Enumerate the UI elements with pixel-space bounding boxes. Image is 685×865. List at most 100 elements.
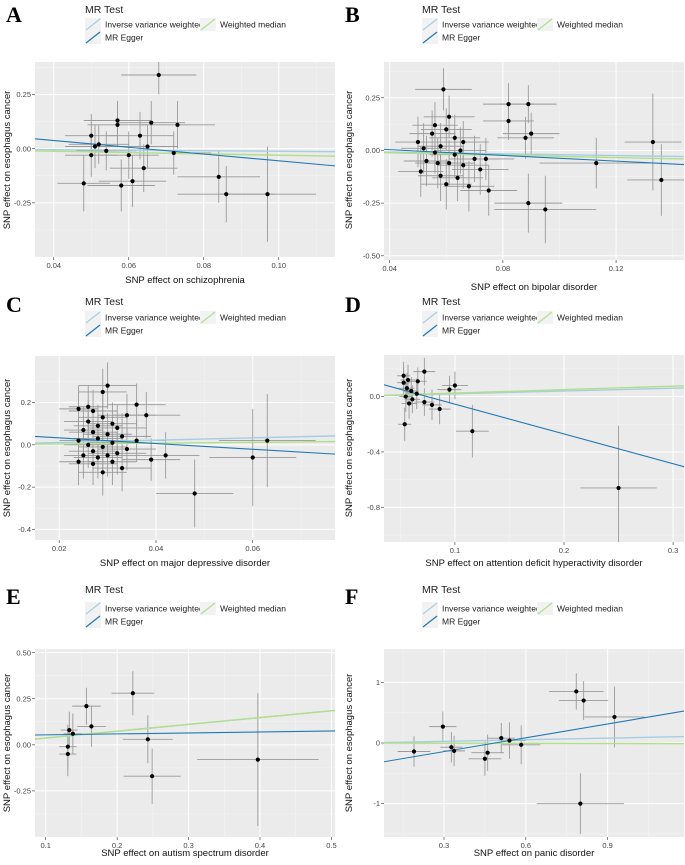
x-tick-label: 0.1 (450, 546, 460, 555)
panel-letter: B (345, 2, 360, 27)
legend-label-wm: Weighted median (220, 313, 286, 323)
data-point (405, 377, 411, 383)
data-point (470, 429, 475, 434)
data-point (141, 166, 146, 171)
legend-key-line-egger (85, 324, 101, 337)
x-axis-label: SNP effect on attention deficit hyperact… (425, 558, 642, 569)
data-point (90, 461, 96, 466)
x-tick-label: 0.02 (52, 544, 67, 553)
legend-key-line-wm (537, 602, 553, 615)
y-axis-label: SNP effect on esophagus cancer (2, 379, 13, 518)
data-point (119, 434, 125, 439)
panel-letter: E (6, 584, 21, 609)
data-point (89, 153, 94, 158)
data-point (461, 163, 466, 168)
axes: 0.04 0.08 0.12 -0.50 -0.25 0.00 0.25 SNP effect… (344, 91, 623, 293)
data-point (499, 736, 504, 741)
regression-line-egger (35, 138, 335, 167)
legend-key-line-egger (85, 31, 101, 44)
legend-key-line-wm (537, 311, 553, 324)
data-point (96, 142, 101, 147)
data-point (150, 774, 155, 779)
data-point (265, 438, 270, 443)
legend-item-wm: Weighted median (537, 602, 623, 615)
data-point (76, 459, 81, 464)
data-point (100, 389, 105, 395)
legend: MR Test Inverse variance weighted Weighted… (422, 584, 623, 628)
legend-label-egger: MR Egger (105, 617, 143, 627)
x-tick-label: 0.06 (121, 261, 136, 270)
gridlines (35, 649, 335, 837)
data-point (447, 387, 452, 392)
x-tick-label: 0.3 (183, 841, 193, 850)
regression-line-ivw (384, 735, 684, 744)
data-point (438, 144, 443, 149)
legend-key-line-ivw (422, 602, 438, 615)
points (401, 369, 621, 491)
legend-item-egger: MR Egger (85, 324, 143, 337)
legend: MR Test Inverse variance weighted Weighted… (85, 296, 286, 337)
data-point (435, 161, 440, 166)
axes: 0.1 0.2 0.3 0.4 0.5 -0.25 0.00 0.25 0.50 SNP effe… (2, 648, 337, 859)
y-tick-label: 0.00 (365, 146, 380, 155)
legend-label-ivw: Inverse variance weighted (105, 604, 204, 614)
data-point (137, 133, 143, 138)
data-point (543, 207, 548, 212)
data-point (446, 114, 452, 119)
data-point (216, 174, 221, 179)
data-point (406, 401, 412, 406)
data-point (134, 402, 139, 407)
data-point (444, 127, 449, 132)
data-point (446, 161, 452, 166)
legend-label-ivw: Inverse variance weighted (105, 313, 204, 323)
regression-lines (35, 709, 335, 740)
data-point (403, 394, 408, 399)
legend-label-egger: MR Egger (105, 326, 143, 336)
regression-line-egger (384, 384, 684, 468)
legend-label-egger: MR Egger (442, 326, 480, 336)
x-tick-label: 0.3 (439, 841, 449, 850)
plot-background (35, 62, 335, 257)
data-point (163, 453, 168, 458)
legend-label-wm: Weighted median (557, 604, 623, 614)
data-point (95, 436, 101, 441)
data-point (404, 386, 410, 391)
data-point (578, 801, 583, 806)
data-point (452, 135, 457, 140)
panel-c: C MR Test Inverse variance weighted Weighte… (2, 292, 335, 569)
data-point (402, 422, 407, 427)
data-point (616, 485, 621, 491)
legend-item-egger: MR Egger (422, 31, 480, 44)
data-point (110, 440, 115, 445)
legend-key-line-egger (422, 324, 438, 337)
legend-key-line-ivw (85, 311, 101, 324)
legend-title: MR Test (422, 296, 460, 308)
data-point (89, 133, 94, 138)
data-point (659, 177, 664, 183)
data-point (145, 737, 150, 742)
regression-line-wm (35, 150, 335, 157)
y-tick-label: 0.2 (21, 398, 31, 407)
legend-item-ivw: Inverse variance weighted (422, 311, 541, 324)
data-point (90, 408, 96, 414)
panel-letter: C (6, 292, 22, 317)
x-tick-label: 0.10 (271, 261, 286, 270)
legend-label-ivw: Inverse variance weighted (442, 604, 541, 614)
data-point (432, 150, 438, 155)
plot-area (35, 62, 335, 257)
legend-label-egger: MR Egger (105, 33, 143, 43)
x-tick-label: 0.04 (46, 261, 61, 270)
regression-line-wm (384, 385, 684, 397)
data-point (134, 438, 139, 443)
x-tick-label: 0.2 (559, 546, 569, 555)
data-point (519, 742, 524, 747)
data-point (124, 446, 130, 452)
data-layer (35, 671, 335, 826)
data-point (76, 406, 81, 411)
data-point (115, 122, 120, 127)
data-point (430, 131, 435, 136)
data-point (650, 139, 655, 145)
data-point (81, 181, 86, 186)
y-tick-label: -0.25 (363, 199, 380, 208)
